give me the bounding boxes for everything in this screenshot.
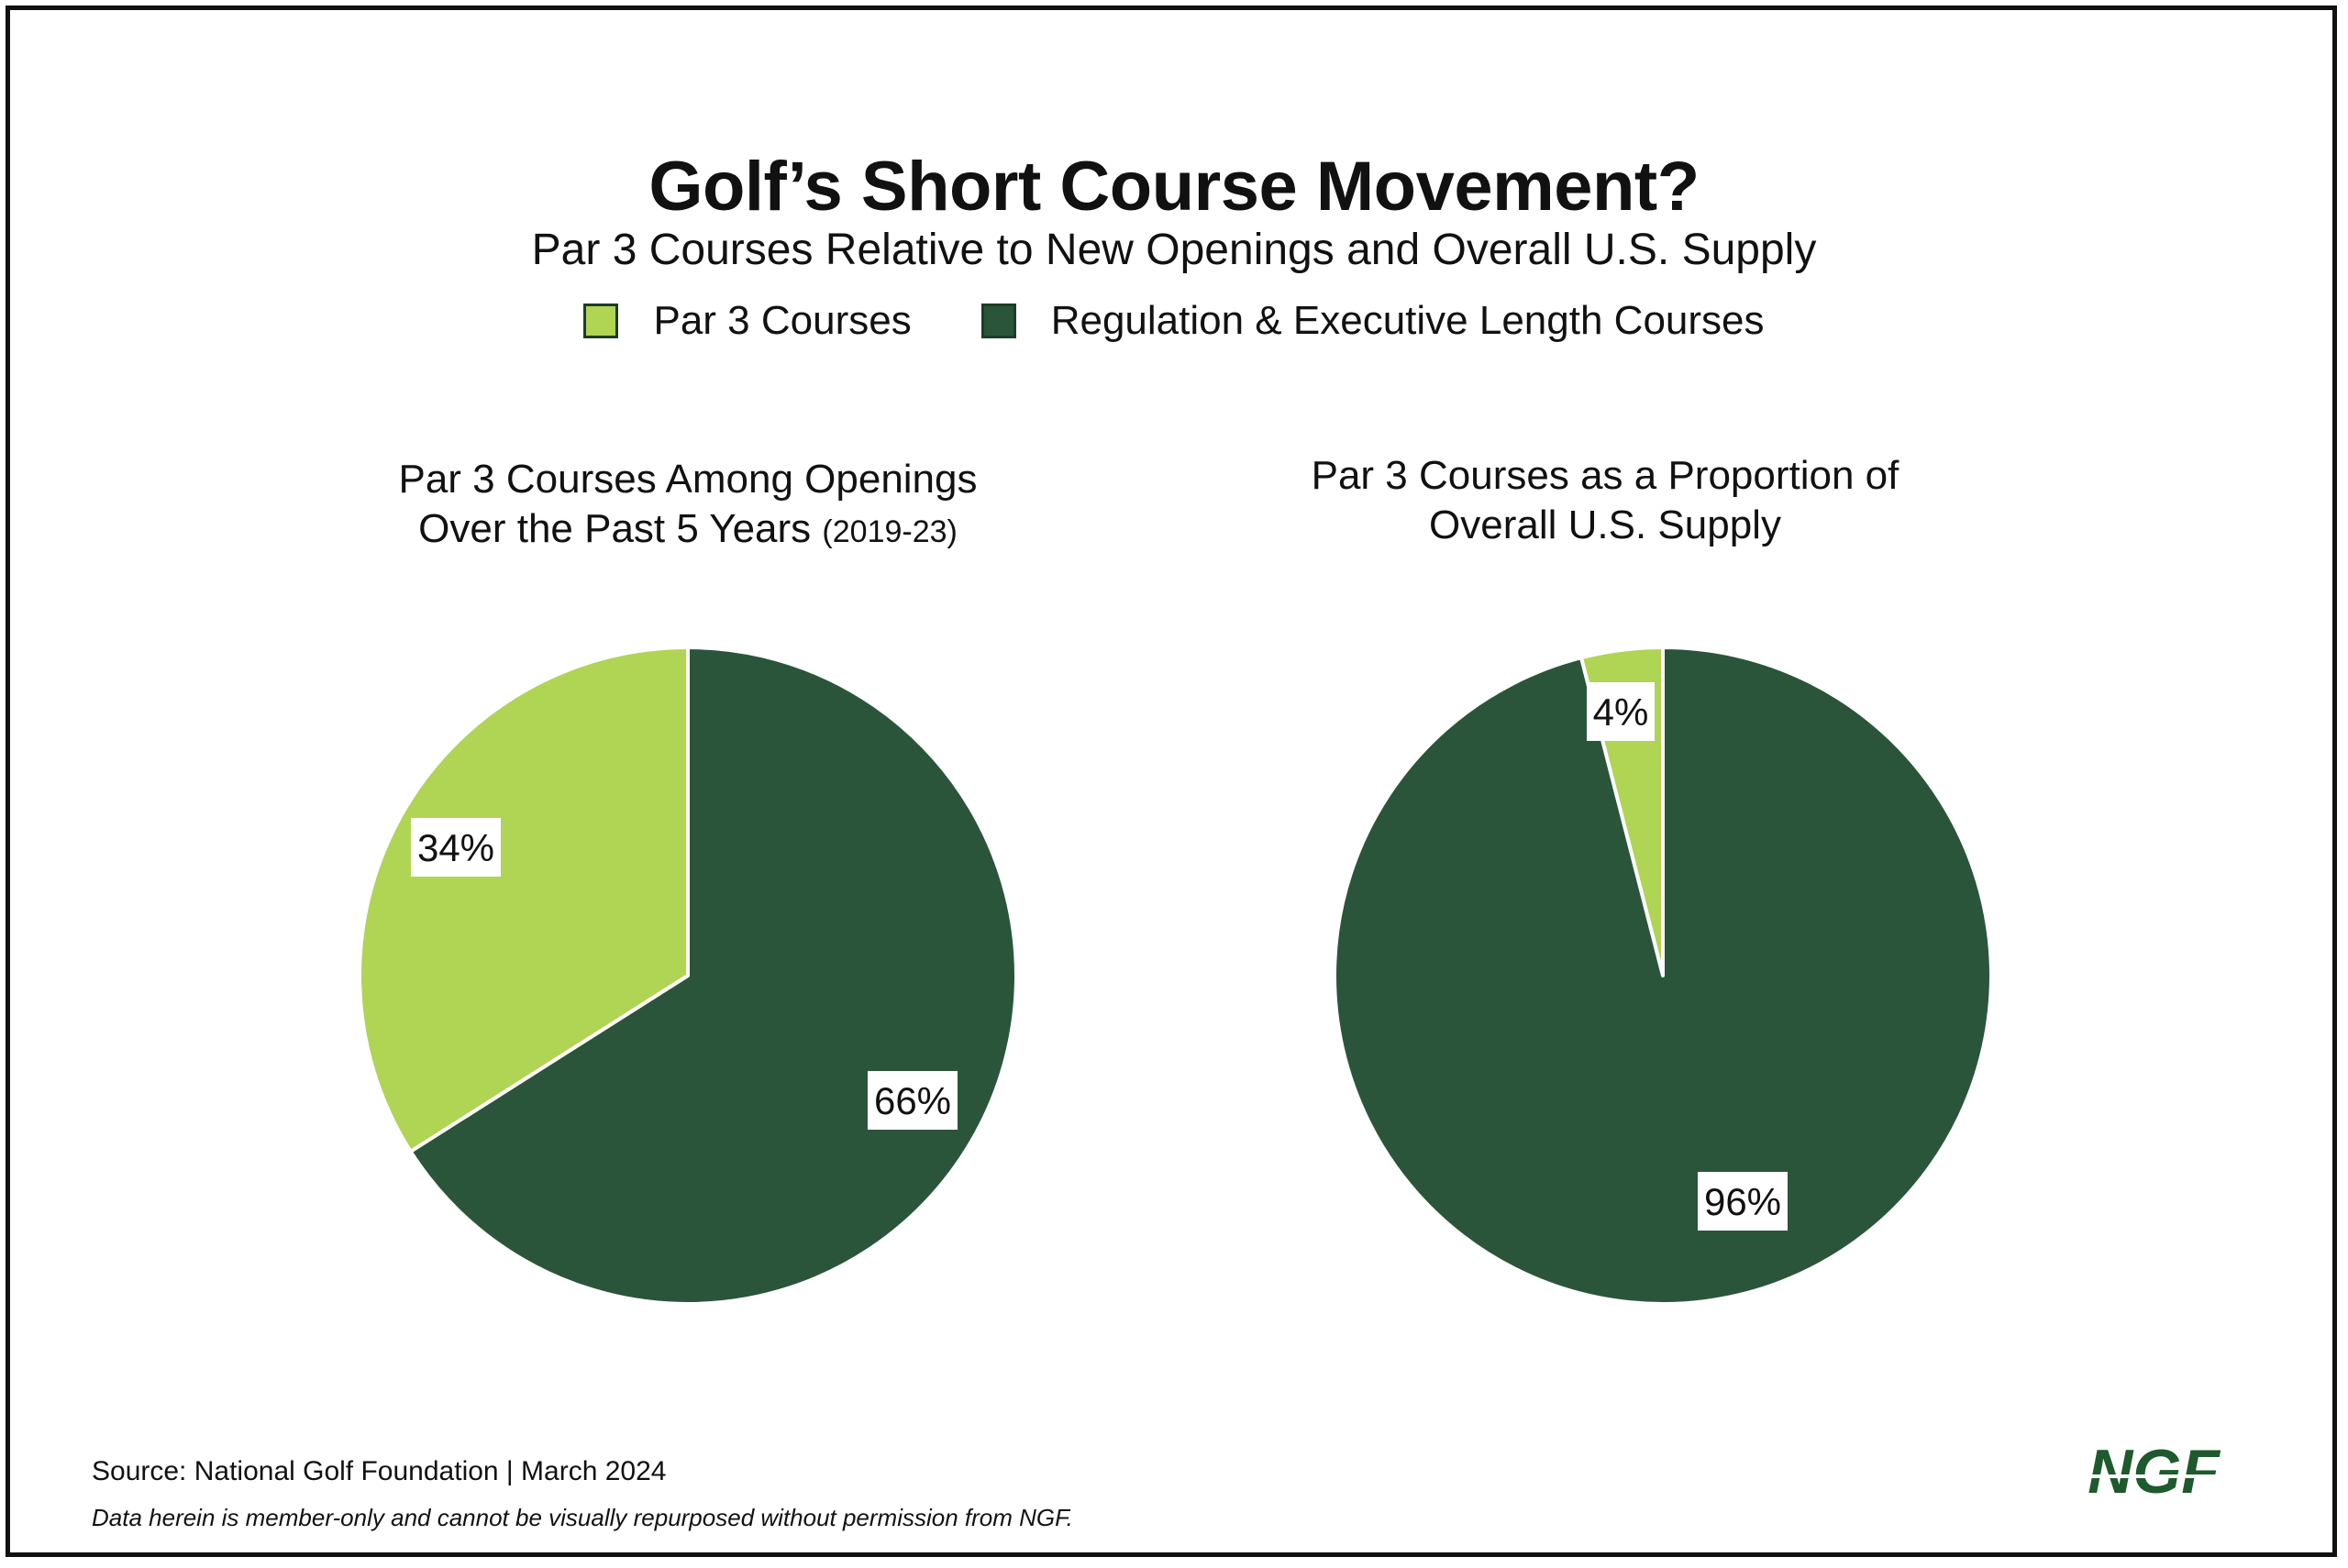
chart-subtitle: Par 3 Courses Relative to New Openings a…	[531, 226, 1817, 274]
pie-left-title: Par 3 Courses Among Openings Over the Pa…	[275, 455, 1101, 557]
ngf-logo: NGF	[2062, 1440, 2245, 1504]
legend-swatch-par3	[583, 304, 619, 338]
svg-text:4%: 4%	[1593, 690, 1649, 734]
page-border	[6, 6, 2337, 1557]
data-label-par3-right: 4%	[1587, 682, 1655, 741]
legend-swatch-regulation	[980, 304, 1016, 338]
footer-note: Data herein is member-only and cannot be…	[92, 1504, 1073, 1531]
logo-stripe	[2062, 1474, 2245, 1478]
data-label-par3-left: 34%	[411, 818, 501, 877]
logo-text: NGF	[2088, 1440, 2221, 1504]
pie-right-title-line2: Overall U.S. Supply	[1429, 502, 1781, 547]
chart-title: Golf’s Short Course Movement?	[648, 148, 1700, 226]
slice-regulation-left	[408, 646, 1018, 1306]
legend-item-par3: Par 3 Courses	[583, 298, 912, 344]
footer-source: Source: National Golf Foundation | March…	[92, 1456, 667, 1486]
pie-left-title-line1: Par 3 Courses Among Openings	[398, 457, 978, 502]
slice-par3-left	[357, 646, 690, 1154]
pie-right-title-line1: Par 3 Courses as a Proportion of	[1311, 453, 1899, 498]
svg-text:34%: 34%	[417, 826, 494, 869]
pie-right-title: Par 3 Courses as a Proportion of Overall…	[1192, 451, 2018, 550]
pie-left-title-line2-wrap: Over the Past 5 Years (2019-23)	[275, 504, 1101, 557]
legend-label-regulation: Regulation & Executive Length Courses	[1050, 298, 1765, 343]
pie-left-title-line2: Over the Past 5 Years	[418, 506, 812, 551]
slice-regulation-right	[1333, 646, 1993, 1306]
legend: Par 3 Courses Regulation & Executive Len…	[0, 298, 2348, 344]
svg-text:96%: 96%	[1704, 1180, 1781, 1223]
data-label-regulation-left: 66%	[868, 1071, 958, 1130]
svg-text:66%: 66%	[874, 1079, 951, 1122]
legend-item-regulation: Regulation & Executive Length Courses	[980, 298, 1765, 344]
data-label-regulation-right: 96%	[1698, 1172, 1788, 1231]
legend-label-par3: Par 3 Courses	[653, 298, 912, 343]
pie-left-title-note: (2019-23)	[822, 514, 958, 549]
